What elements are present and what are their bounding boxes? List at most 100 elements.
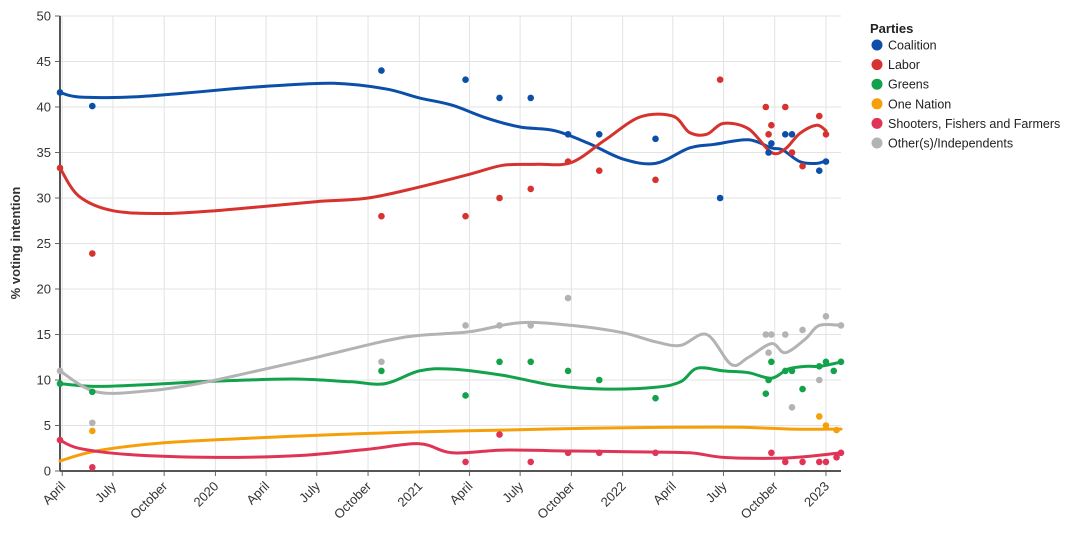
greens-point <box>815 363 823 370</box>
one-nation-point <box>89 427 96 435</box>
labor-point <box>652 176 659 184</box>
other-s-independents-point <box>788 404 796 411</box>
y-tick-label: 10 <box>37 373 51 388</box>
coalition-legend-marker <box>871 39 883 51</box>
coalition-trend-line <box>58 81 828 166</box>
coalition-point <box>89 102 96 110</box>
labor-point <box>56 164 64 172</box>
greens-point <box>762 390 770 397</box>
coalition-point <box>462 76 469 83</box>
x-tick-label: April <box>39 478 68 507</box>
labor-point <box>716 76 724 83</box>
one-nation-point <box>822 422 830 429</box>
other-s-independents-point <box>89 419 96 427</box>
one-nation-point <box>833 426 840 434</box>
x-tick-label: July <box>296 478 323 505</box>
y-tick-label: 40 <box>37 100 51 115</box>
greens-point <box>652 394 659 402</box>
other-s-independents-point <box>462 322 469 329</box>
other-s-independents-point <box>837 322 845 329</box>
shooters-fishers-and-farmers-point <box>833 454 840 461</box>
shooters-fishers-and-farmers-point <box>799 458 806 466</box>
x-tick-label: July <box>499 478 526 505</box>
labor-point <box>781 103 789 111</box>
greens-legend-label: Greens <box>888 78 929 92</box>
other-s-independents-point <box>799 326 806 334</box>
labor-point <box>799 162 806 170</box>
y-tick-label: 30 <box>37 191 51 206</box>
shooters-fishers-and-farmers-point <box>652 449 659 457</box>
greens-point <box>765 376 772 384</box>
shooters-fishers-and-farmers-point <box>527 458 535 466</box>
other-s-independents-point <box>781 331 789 338</box>
greens-point <box>799 385 806 393</box>
x-tick-label: April <box>650 478 679 507</box>
y-tick-label: 25 <box>37 236 51 251</box>
x-tick-label: October <box>331 478 375 522</box>
greens-point <box>837 358 845 366</box>
x-tick-label: October <box>127 478 171 522</box>
labor-point <box>462 212 469 220</box>
legend: Parties Coalition Labor Greens One Nation Sh… <box>870 21 1060 151</box>
labor-trend-line <box>58 112 828 216</box>
coalition-point <box>822 158 830 165</box>
labor-point <box>815 112 823 120</box>
labor-point <box>89 250 96 257</box>
x-tick-label: April <box>447 478 476 507</box>
coalition-point <box>595 131 603 138</box>
other-s-independents-point <box>822 313 830 320</box>
coalition-point <box>496 94 503 102</box>
labor-point <box>527 185 535 193</box>
shooters-fishers-and-farmers-legend-label: Shooters, Fishers and Farmers <box>888 117 1060 131</box>
shooters-fishers-and-farmers-point <box>822 458 830 466</box>
y-tick-label: 35 <box>37 145 51 160</box>
coalition-point <box>781 131 789 138</box>
y-tick-label: 5 <box>44 418 51 433</box>
y-axis-title: % voting intention <box>8 187 23 300</box>
x-tick-label: July <box>703 478 730 505</box>
labor-point <box>762 103 770 111</box>
y-tick-label: 15 <box>37 327 51 342</box>
other-s-independents-point <box>564 294 572 302</box>
greens-point <box>56 380 64 387</box>
x-tick-label: April <box>243 478 272 507</box>
labor-point <box>496 194 503 202</box>
labor-point <box>822 131 830 138</box>
shooters-fishers-and-farmers-point <box>595 449 603 457</box>
y-tick-label: 20 <box>37 282 51 297</box>
shooters-fishers-and-farmers-point <box>496 431 503 438</box>
coalition-point <box>768 140 775 147</box>
greens-point <box>89 388 96 396</box>
labor-point <box>564 158 572 165</box>
other-s-independents-legend-label: Other(s)/Independents <box>888 137 1013 151</box>
shooters-fishers-and-farmers-point <box>768 449 775 457</box>
one-nation-legend-marker <box>871 98 883 110</box>
shooters-fishers-and-farmers-point <box>781 458 789 466</box>
data-points <box>56 67 845 471</box>
greens-trend-line <box>58 360 843 391</box>
other-s-independents-point <box>496 322 503 329</box>
one-nation-legend-label: One Nation <box>888 97 951 111</box>
greens-point <box>527 358 535 366</box>
labor-point <box>765 131 772 138</box>
coalition-point <box>56 89 64 96</box>
greens-point <box>830 367 838 375</box>
x-tick-label: 2023 <box>801 479 832 510</box>
greens-point <box>595 376 603 384</box>
other-s-independents-point <box>56 367 64 375</box>
other-s-independents-point <box>768 331 775 338</box>
greens-point <box>496 358 503 366</box>
other-s-independents-trend-line <box>58 320 843 395</box>
greens-point <box>822 358 830 366</box>
coalition-point <box>815 167 823 174</box>
coalition-point <box>564 131 572 138</box>
shooters-fishers-and-farmers-point <box>815 458 823 466</box>
greens-point <box>788 367 796 375</box>
coalition-point <box>652 135 659 143</box>
coalition-point <box>765 149 772 156</box>
y-tick-label: 50 <box>37 9 51 24</box>
coalition-point <box>716 194 724 202</box>
coalition-point <box>788 131 796 138</box>
shooters-fishers-and-farmers-point <box>56 436 64 444</box>
